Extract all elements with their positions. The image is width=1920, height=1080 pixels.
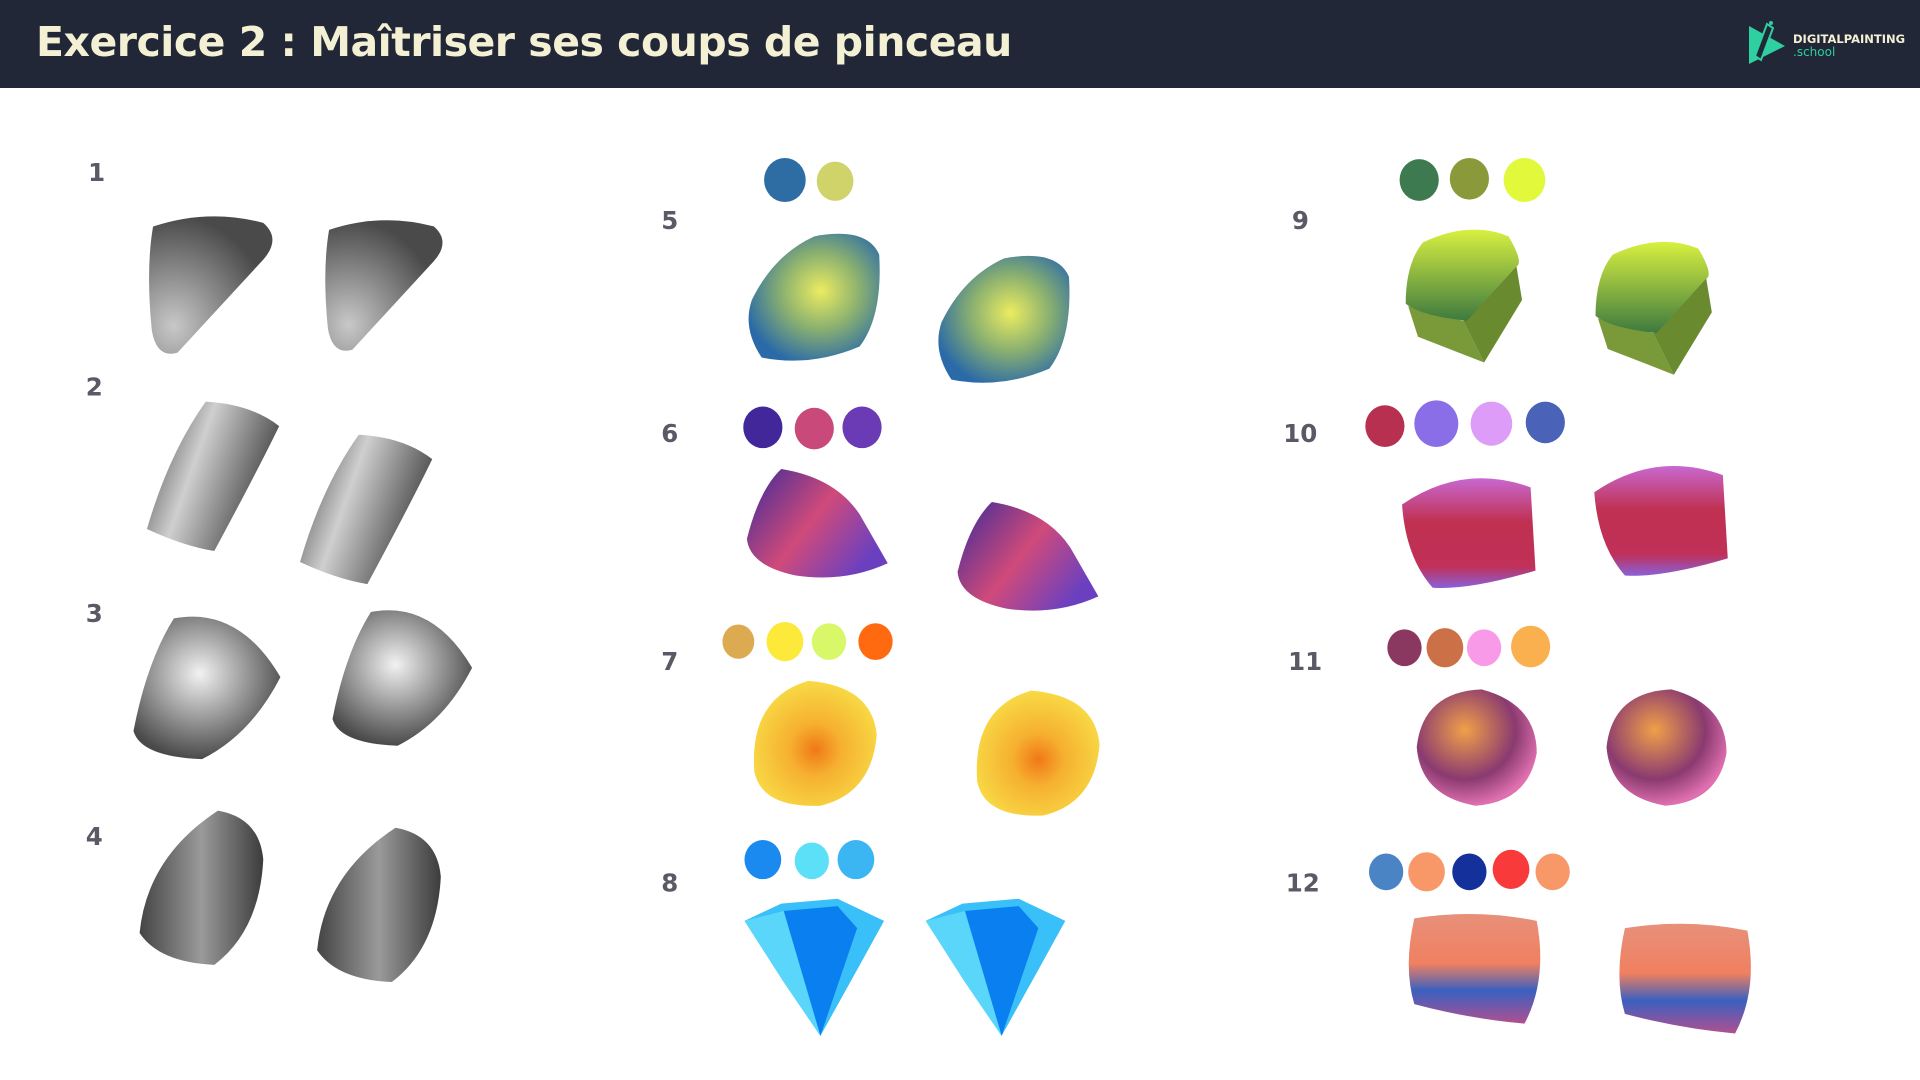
palette-color-swatch	[794, 407, 834, 450]
palette-color-swatch	[743, 406, 783, 449]
brush-shape	[1594, 466, 1728, 576]
brush-shape	[1408, 914, 1541, 1024]
palette-color-swatch	[722, 624, 755, 659]
palette-color-swatch	[1368, 853, 1404, 891]
page-title: Exercice 2 : Maîtriser ses coups de pinc…	[36, 18, 1012, 66]
palette-color-swatch	[1399, 159, 1439, 201]
brush-shape	[957, 502, 1099, 611]
brush-shape	[1402, 478, 1536, 589]
exercise-number: 1	[88, 158, 105, 187]
exercise-number: 6	[661, 419, 678, 448]
palette-color-swatch	[1503, 157, 1546, 203]
brush-shape	[976, 690, 1100, 816]
palette-color-swatch	[1525, 401, 1565, 444]
logo: DIGITALPAINTING .school	[1745, 20, 1905, 68]
exercise-11-shapes	[1416, 689, 1727, 806]
cube-shape	[1595, 241, 1712, 375]
exercise-9-shapes	[1405, 229, 1712, 375]
brush-play-logo-icon	[1749, 21, 1785, 64]
exercise-number: 4	[86, 822, 103, 851]
exercise-6-shapes	[746, 468, 1099, 611]
brush-shape	[1416, 689, 1537, 806]
brush-shape	[149, 216, 273, 354]
brush-shape	[332, 610, 473, 746]
palette-color-swatch	[764, 157, 806, 203]
palette-color-swatch	[1449, 157, 1489, 200]
palette-color-swatch	[1466, 629, 1502, 667]
palette-color-swatch	[1365, 405, 1405, 447]
palette-color-swatch	[1470, 401, 1513, 446]
palette-color-swatch	[1414, 400, 1459, 447]
brush-shape	[938, 255, 1070, 383]
exercise-number: 11	[1288, 647, 1322, 676]
brush-shape	[317, 827, 441, 983]
palette-color-swatch	[842, 406, 882, 449]
exercise-number: 10	[1283, 419, 1317, 448]
palette-color-swatch	[1408, 852, 1445, 892]
palette-color-swatch	[837, 840, 875, 880]
brush-shape	[325, 220, 443, 351]
palette-color-swatch	[811, 623, 847, 660]
diamond-shape	[744, 898, 885, 1036]
exercise-2-shapes	[146, 401, 433, 585]
palette-color-swatch	[1511, 625, 1551, 668]
palette-color-swatch	[858, 623, 893, 660]
palette-color-swatch	[1387, 629, 1422, 667]
palette-color-swatch	[1426, 628, 1464, 668]
exercise-number: 3	[86, 599, 103, 628]
exercise-8-shapes	[744, 898, 1066, 1036]
diamond-shape	[925, 898, 1066, 1036]
exercise-12-shapes	[1408, 914, 1751, 1034]
brush-shape	[1619, 923, 1751, 1034]
brush-shape	[133, 616, 281, 760]
brush-shape	[753, 680, 877, 806]
palette-color-swatch	[1535, 853, 1570, 891]
logo-subtext: .school	[1793, 45, 1836, 59]
palette-color-swatch	[766, 622, 804, 662]
brush-shape	[746, 468, 888, 578]
exercise-1-shapes	[149, 216, 443, 354]
brush-shape	[146, 401, 280, 552]
header-bar: Exercice 2 : Maîtriser ses coups de pinc…	[0, 0, 1920, 88]
palette-color-swatch	[1452, 853, 1487, 891]
exercise-number: 7	[661, 647, 678, 676]
exercise-number: 2	[86, 373, 103, 402]
exercise-number: 8	[661, 868, 678, 897]
exercise-3-shapes	[133, 610, 473, 760]
palette-color-swatch	[744, 840, 782, 880]
logo-text: DIGITALPAINTING	[1793, 32, 1906, 46]
palette-color-swatch	[816, 161, 854, 201]
exercise-10-shapes	[1402, 466, 1728, 589]
exercise-4-shapes	[139, 810, 441, 983]
palette-color-swatch	[1492, 849, 1530, 889]
exercise-number: 12	[1286, 868, 1320, 897]
brush-shape	[748, 233, 880, 361]
brush-shape	[300, 434, 433, 585]
exercise-number: 5	[661, 206, 678, 235]
brush-shape	[1606, 689, 1727, 806]
exercise-5-shapes	[748, 233, 1070, 383]
exercise-number: 9	[1292, 206, 1309, 235]
exercise-7-shapes	[753, 680, 1100, 816]
brush-shape	[139, 810, 264, 965]
cube-shape	[1405, 229, 1523, 363]
palette-color-swatch	[794, 842, 829, 880]
